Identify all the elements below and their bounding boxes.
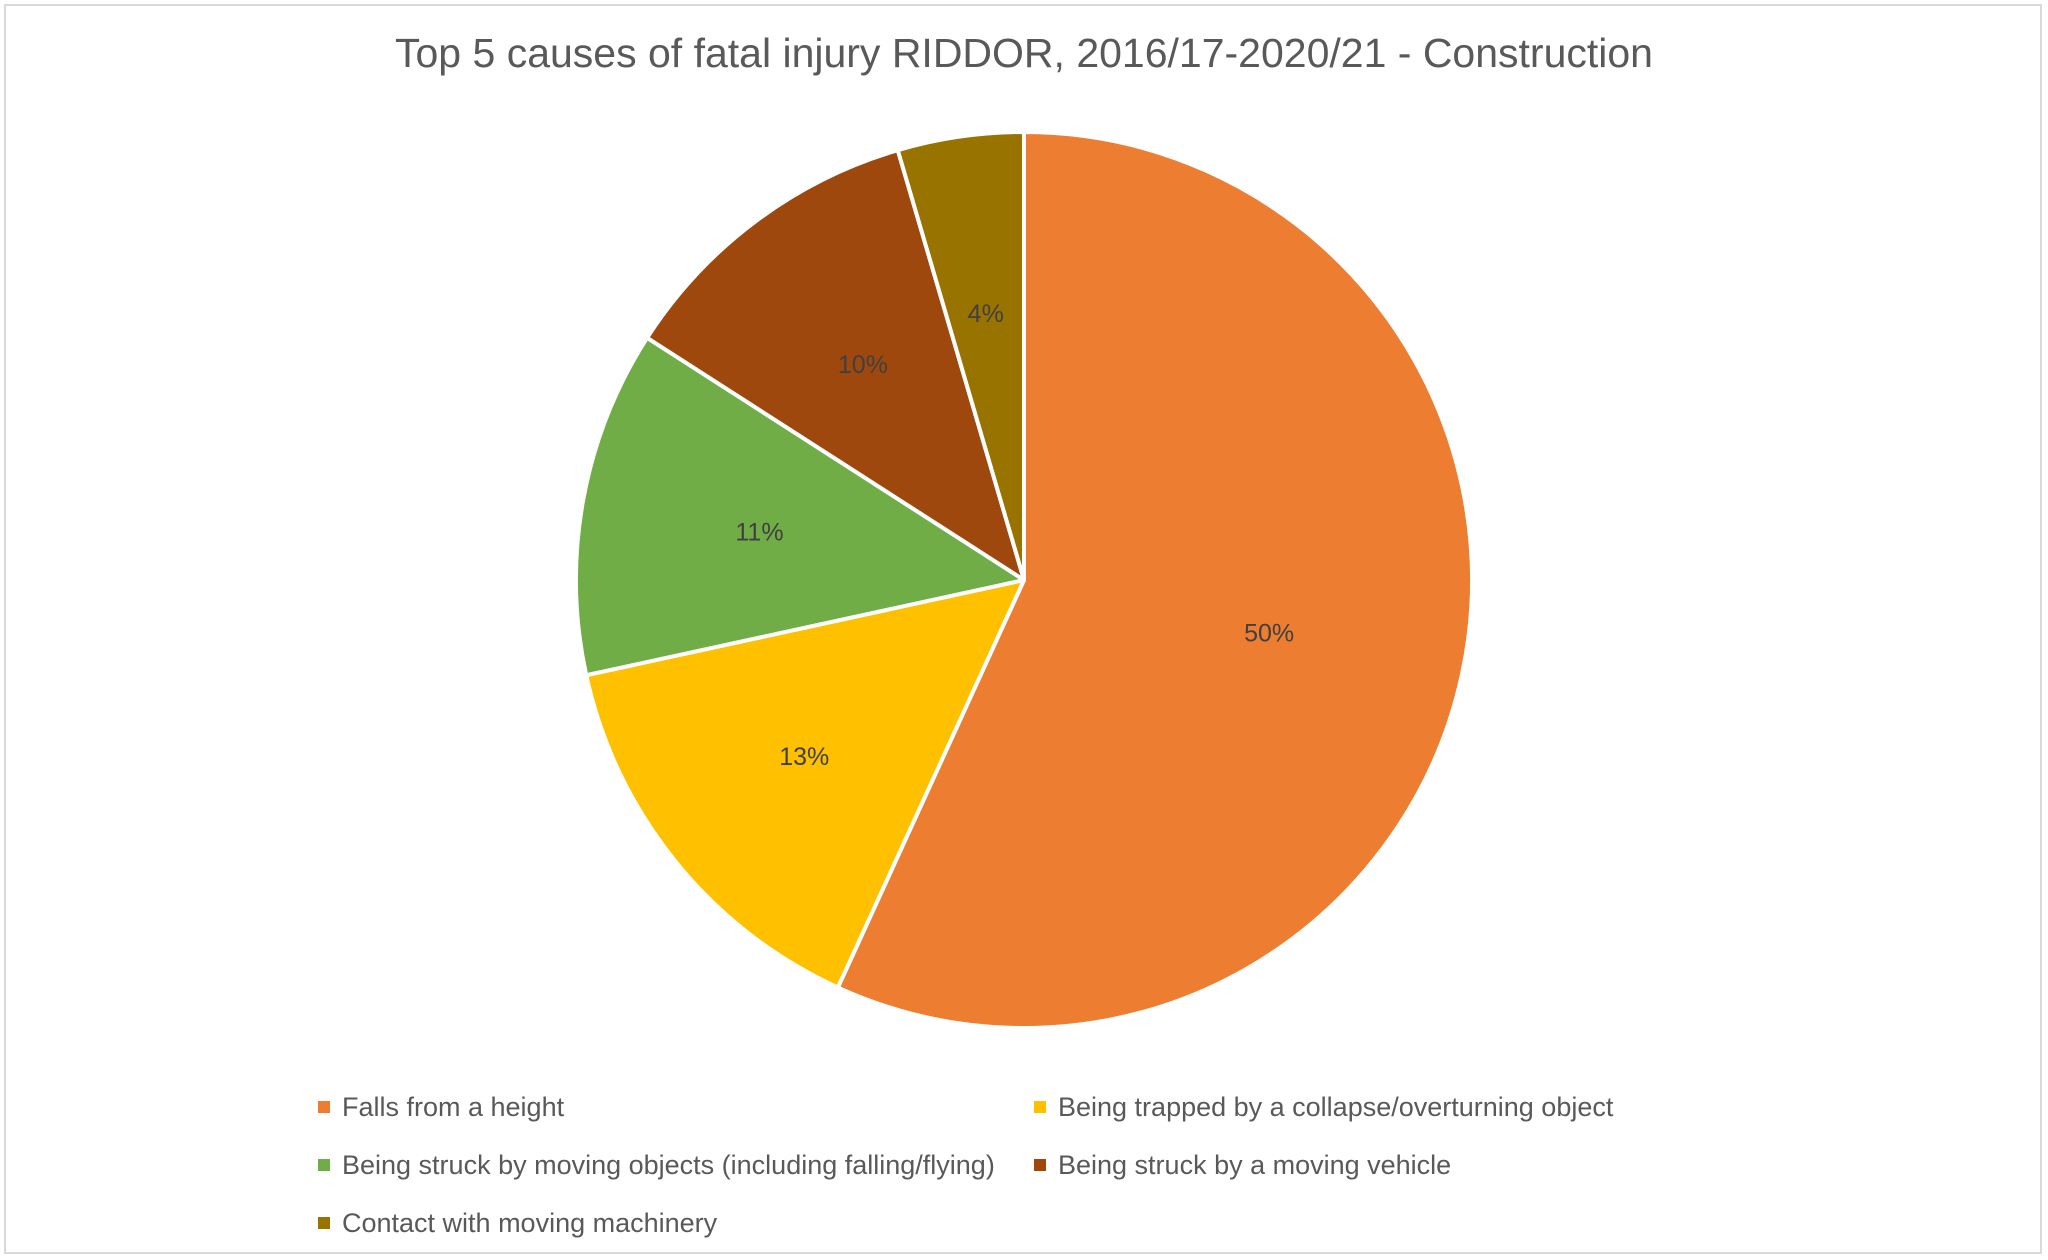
legend-swatch-1 — [318, 1101, 330, 1113]
pie-data-labels: 50% 13% 11% 10% 4% — [735, 300, 1294, 771]
pie-slice-5 — [895, 130, 1026, 582]
legend-label-5: Contact with moving machinery — [342, 1207, 718, 1238]
legend-item-5: Contact with moving machinery — [318, 1208, 1034, 1239]
data-label-2: 13% — [779, 743, 829, 771]
legend-item-4: Being struck by a moving vehicle — [1034, 1150, 1734, 1181]
legend-swatch-2 — [1034, 1101, 1046, 1113]
pie-slice-1 — [835, 130, 1474, 1030]
legend-label-1: Falls from a height — [342, 1091, 565, 1122]
chart-title: Top 5 causes of fatal injury RIDDOR, 201… — [395, 30, 1653, 76]
legend-item-1: Falls from a height — [318, 1092, 1034, 1123]
legend-item-2: Being trapped by a collapse/overturning … — [1034, 1092, 1734, 1123]
legend-label-4: Being struck by a moving vehicle — [1058, 1149, 1452, 1180]
pie-slice-2 — [584, 578, 1026, 990]
pie-slice-4 — [645, 148, 1026, 582]
data-label-3: 11% — [735, 518, 783, 546]
data-label-5: 4% — [968, 300, 1004, 328]
legend-label-3: Being struck by moving objects (includin… — [342, 1149, 995, 1180]
data-label-1: 50% — [1244, 619, 1294, 647]
legend-label-2: Being trapped by a collapse/overturning … — [1058, 1091, 1614, 1122]
pie-slices — [574, 130, 1474, 1030]
pie-slice-3 — [574, 335, 1026, 678]
legend-swatch-3 — [318, 1159, 330, 1171]
legend-item-3: Being struck by moving objects (includin… — [318, 1150, 1034, 1181]
legend-swatch-5 — [318, 1217, 330, 1229]
legend-swatch-4 — [1034, 1159, 1046, 1171]
data-label-4: 10% — [838, 351, 888, 379]
chart-legend: Falls from a height Being trapped by a co… — [318, 1078, 1738, 1252]
